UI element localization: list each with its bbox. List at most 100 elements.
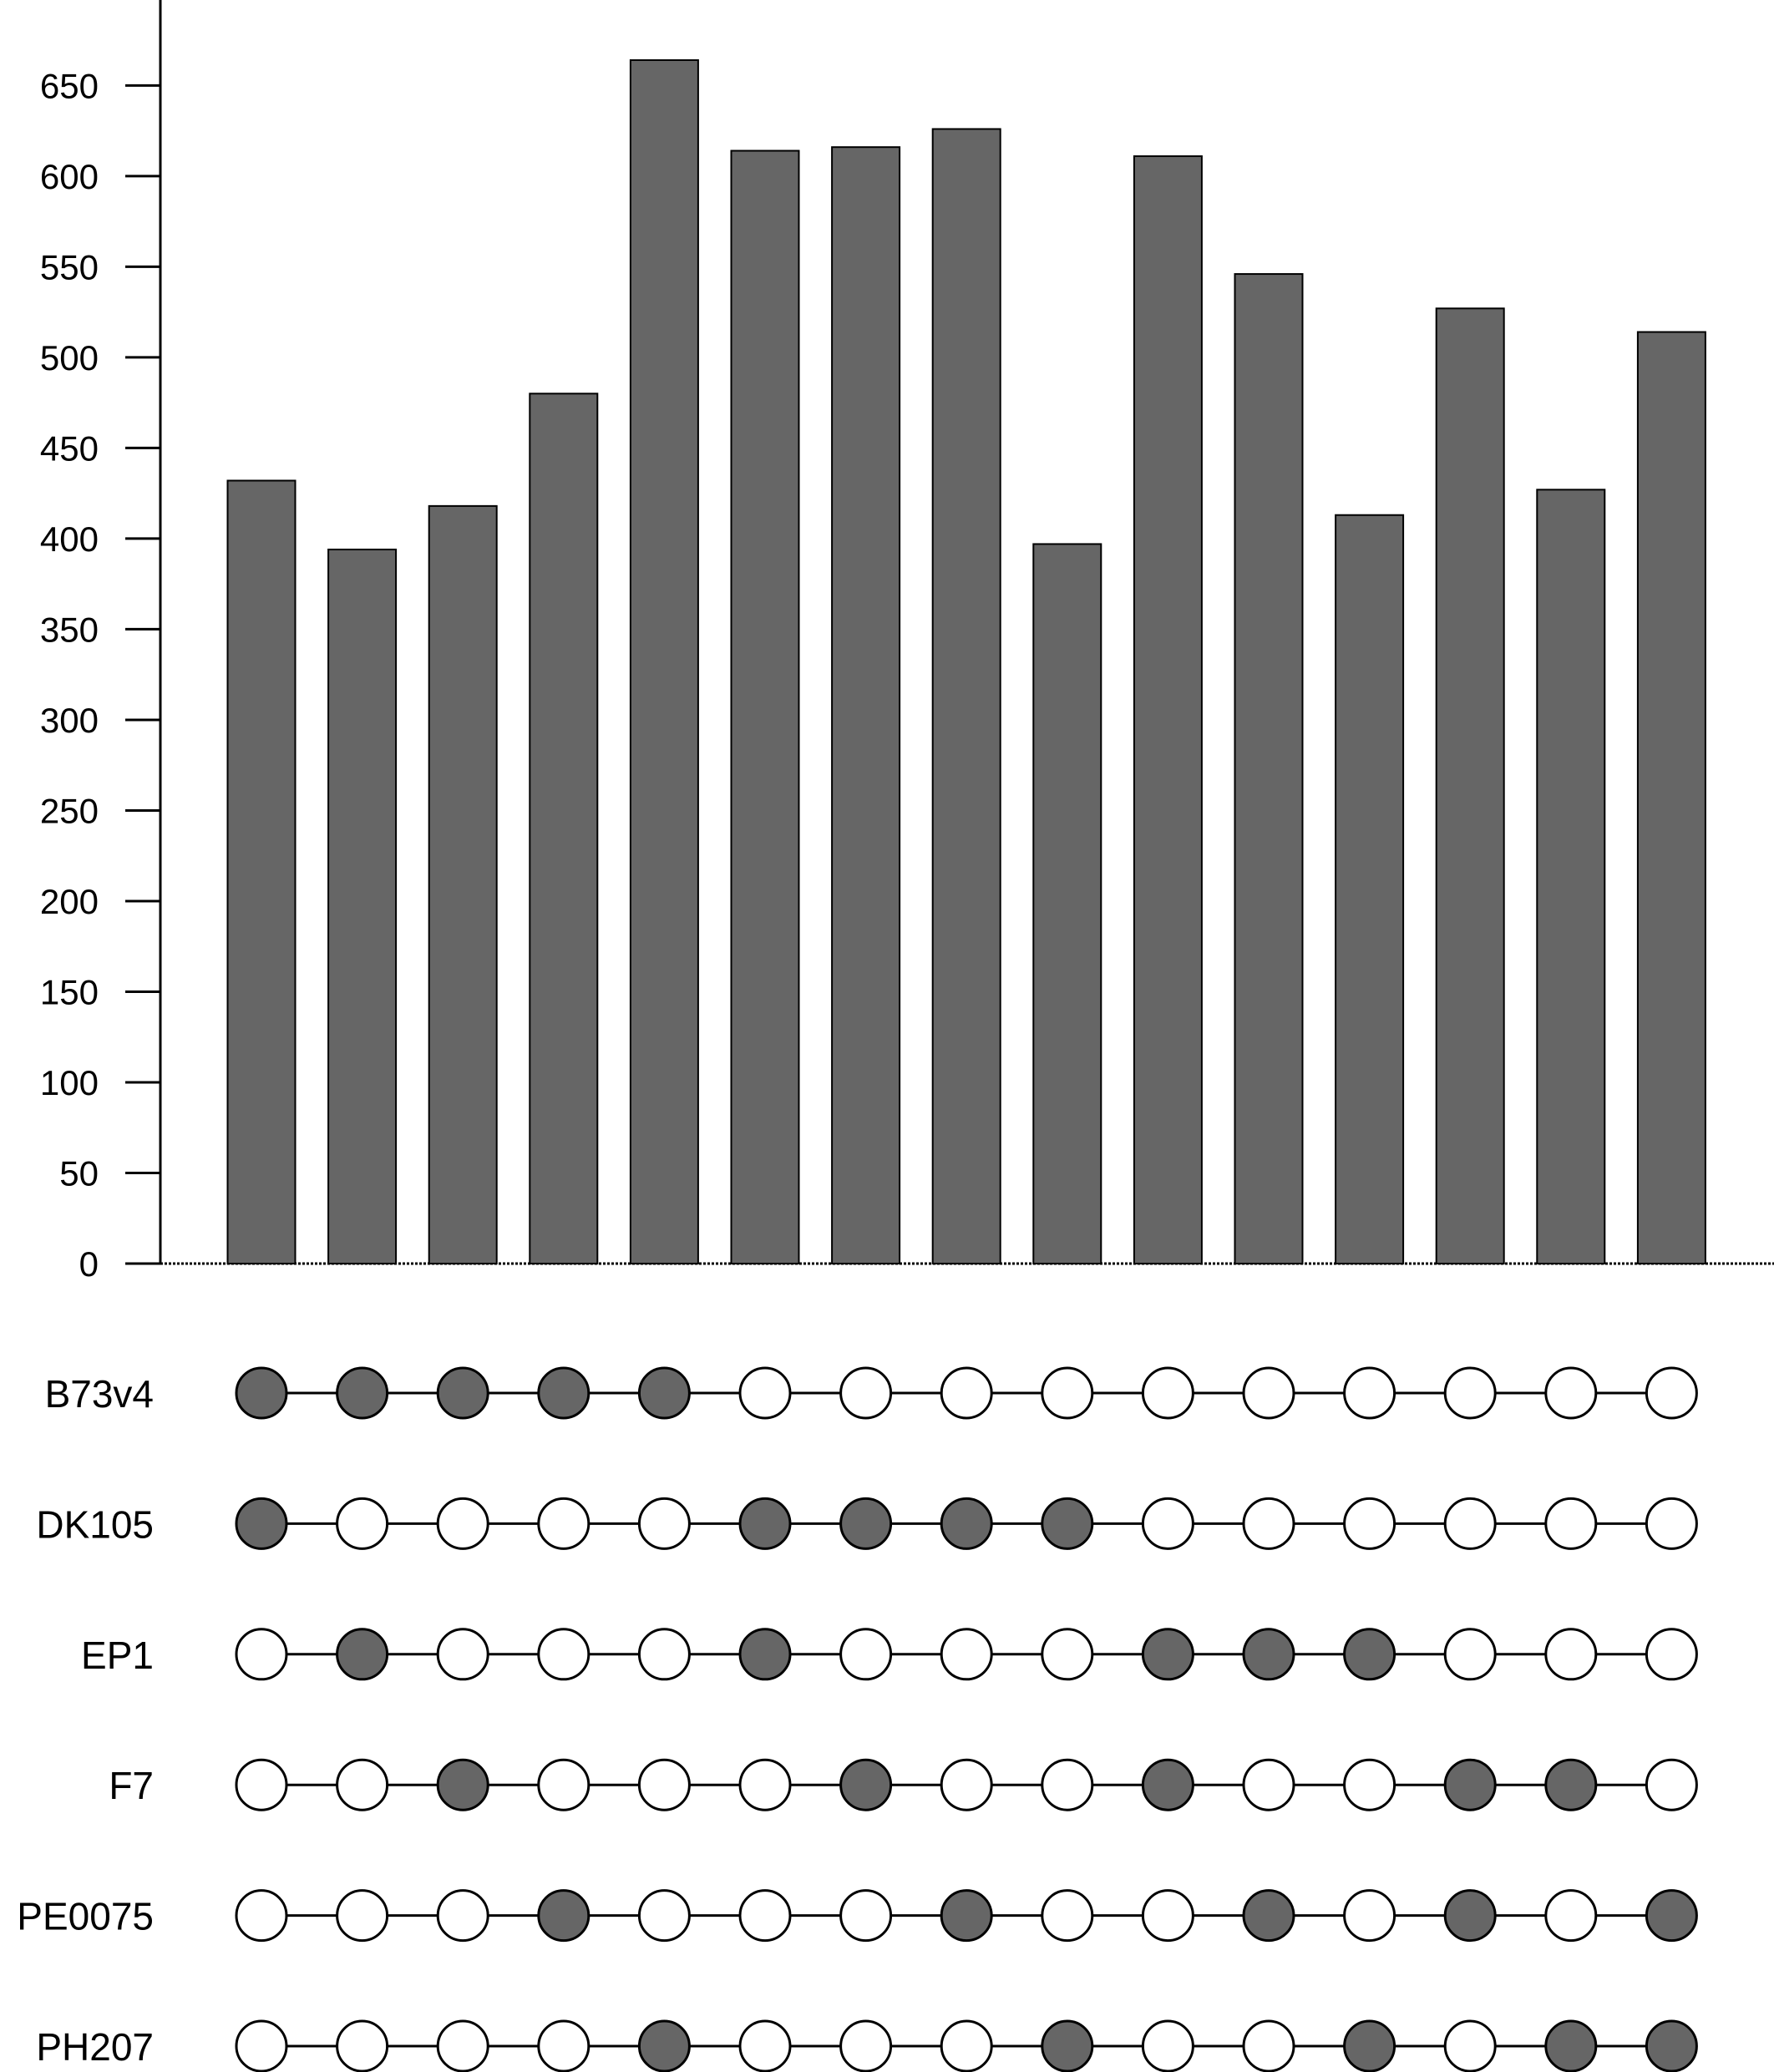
member-dot-empty <box>1343 1497 1396 1550</box>
bar <box>629 59 699 1264</box>
member-dot-empty <box>1343 1889 1396 1943</box>
y-tick-label: 250 <box>40 791 99 830</box>
member-dot-empty <box>1343 1366 1396 1420</box>
set-label: B73v4 <box>45 1372 154 1416</box>
member-dot-empty <box>1544 1497 1598 1550</box>
set-label: PE0075 <box>17 1895 154 1938</box>
member-dot-empty <box>839 2019 893 2072</box>
bar <box>831 146 901 1264</box>
member-dot-filled <box>1645 1889 1698 1943</box>
member-dot-empty <box>336 1497 389 1550</box>
member-dot-filled <box>235 1497 288 1550</box>
bar <box>1536 489 1606 1264</box>
member-dot-empty <box>235 1758 288 1811</box>
member-dot-empty <box>235 1889 288 1943</box>
member-dot-empty <box>1141 1497 1194 1550</box>
member-dot-empty <box>1141 2019 1194 2072</box>
member-dot-empty <box>637 1497 691 1550</box>
member-dot-filled <box>537 1889 590 1943</box>
member-dot-empty <box>940 1758 993 1811</box>
member-dot-filled <box>1041 1497 1094 1550</box>
member-dot-empty <box>436 1628 489 1681</box>
member-dot-empty <box>235 1628 288 1681</box>
member-dot-empty <box>1645 1366 1698 1420</box>
y-tick-label: 400 <box>40 519 99 559</box>
member-dot-empty <box>1041 1628 1094 1681</box>
member-dot-empty <box>1242 2019 1295 2072</box>
y-tick-label: 0 <box>79 1244 99 1284</box>
member-dot-filled <box>1443 1758 1497 1811</box>
member-dot-empty <box>1343 1758 1396 1811</box>
member-dot-empty <box>537 1497 590 1550</box>
y-tick-label: 150 <box>40 972 99 1011</box>
y-tick-label: 650 <box>40 66 99 105</box>
member-dot-empty <box>1443 1497 1497 1550</box>
member-dot-filled <box>336 1628 389 1681</box>
member-dot-filled <box>1141 1628 1194 1681</box>
member-dot-empty <box>940 2019 993 2072</box>
member-dot-filled <box>1343 2019 1396 2072</box>
member-dot-filled <box>1041 2019 1094 2072</box>
y-tick-label: 100 <box>40 1063 99 1102</box>
member-dot-empty <box>436 2019 489 2072</box>
member-dot-empty <box>637 1889 691 1943</box>
member-dot-filled <box>1343 1628 1396 1681</box>
member-dot-empty <box>940 1628 993 1681</box>
member-dot-empty <box>537 1758 590 1811</box>
member-dot-empty <box>1544 1366 1598 1420</box>
member-dot-filled <box>1242 1628 1295 1681</box>
member-dot-filled <box>1443 1889 1497 1943</box>
bar <box>730 149 800 1264</box>
set-label: EP1 <box>81 1634 154 1677</box>
member-dot-empty <box>940 1366 993 1420</box>
set-label: PH207 <box>36 2025 154 2069</box>
y-axis: 0 50 100 150 200 250 300 350 400 450 500 550 600 650 <box>40 0 1774 1284</box>
member-dot-empty <box>1242 1366 1295 1420</box>
member-dot-filled <box>839 1497 893 1550</box>
member-dot-filled <box>1242 1889 1295 1943</box>
member-dot-empty <box>436 1889 489 1943</box>
y-tick-label: 200 <box>40 882 99 921</box>
member-dot-empty <box>336 1889 389 1943</box>
member-dot-filled <box>940 1889 993 1943</box>
member-dot-empty <box>1443 1628 1497 1681</box>
member-dot-empty <box>1443 2019 1497 2072</box>
member-dot-empty <box>839 1889 893 1943</box>
member-dot-empty <box>1141 1889 1194 1943</box>
member-dot-empty <box>1141 1366 1194 1420</box>
member-dot-filled <box>1141 1758 1194 1811</box>
member-dot-filled <box>1544 1758 1598 1811</box>
member-dot-empty <box>336 2019 389 2072</box>
member-dot-empty <box>1544 1628 1598 1681</box>
member-dot-empty <box>1645 1497 1698 1550</box>
member-dot-filled <box>436 1366 489 1420</box>
y-tick-label: 600 <box>40 157 99 196</box>
bar <box>931 128 1001 1264</box>
member-dot-filled <box>738 1497 792 1550</box>
y-tick-label: 450 <box>40 428 99 468</box>
bar <box>226 479 297 1264</box>
member-dot-empty <box>436 1497 489 1550</box>
membership-matrix: B73v4 DK105 EP1 F7 PE0075 PH207 <box>17 1366 1698 2072</box>
member-dot-empty <box>738 2019 792 2072</box>
y-tick-label: 50 <box>59 1153 99 1193</box>
member-dot-empty <box>738 1889 792 1943</box>
member-dot-filled <box>235 1366 288 1420</box>
bar <box>428 504 498 1264</box>
bar <box>1032 543 1102 1264</box>
member-dot-empty <box>1041 1366 1094 1420</box>
member-dot-empty <box>537 1628 590 1681</box>
member-dot-empty <box>637 1628 691 1681</box>
member-dot-filled <box>637 1366 691 1420</box>
bar <box>327 548 398 1264</box>
member-dot-empty <box>637 1758 691 1811</box>
member-dot-filled <box>940 1497 993 1550</box>
member-dot-empty <box>1041 1758 1094 1811</box>
member-dot-empty <box>1645 1628 1698 1681</box>
member-dot-empty <box>839 1366 893 1420</box>
member-dot-empty <box>537 2019 590 2072</box>
member-dot-empty <box>1443 1366 1497 1420</box>
bar <box>1234 273 1304 1265</box>
member-dot-empty <box>1242 1758 1295 1811</box>
member-dot-filled <box>637 2019 691 2072</box>
